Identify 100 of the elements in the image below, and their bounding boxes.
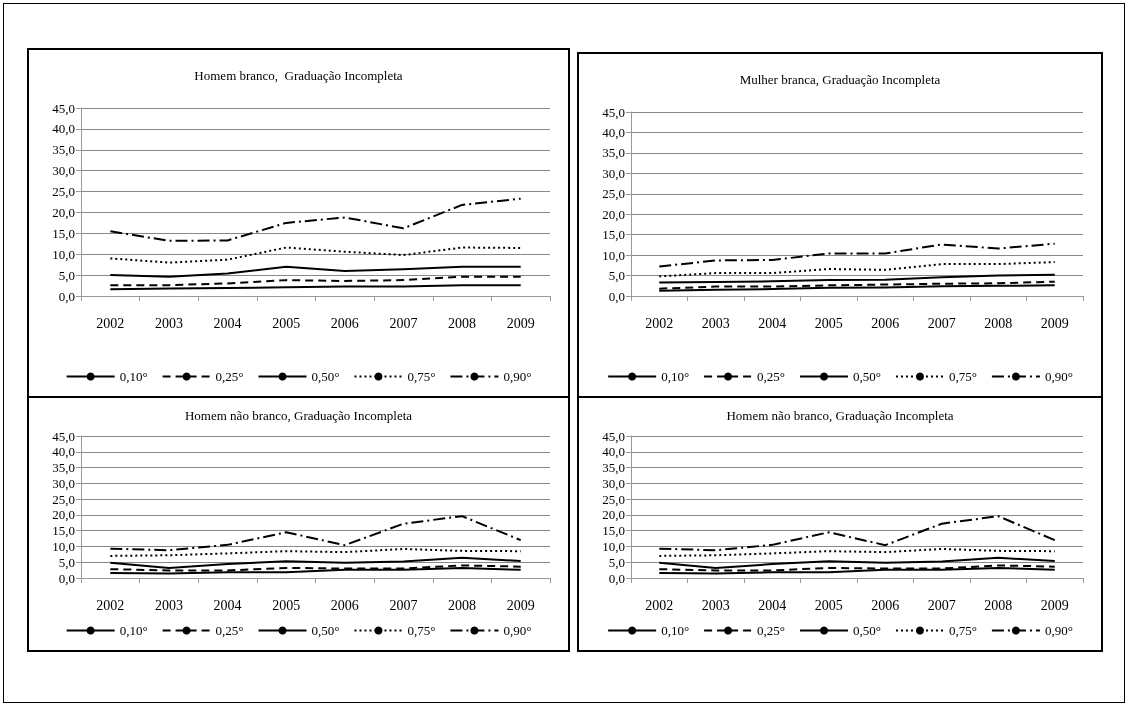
legend-label: 0,50°: [853, 623, 881, 638]
y-tick-label: 10,0: [52, 246, 75, 262]
legend-label: 0,90°: [503, 623, 532, 638]
y-tick-label: 40,0: [602, 124, 625, 140]
y-tick-label: 30,0: [52, 163, 75, 179]
x-tick-label: 2002: [96, 597, 125, 613]
y-tick-label: 5,0: [58, 554, 75, 570]
legend-label: 0,10°: [119, 623, 148, 638]
legend-label: 0,10°: [661, 623, 690, 638]
line-series: [658, 261, 1056, 278]
y-tick-label: 10,0: [602, 538, 625, 554]
y-tick-label: 35,0: [602, 145, 625, 161]
line-series: [109, 275, 522, 287]
y-tick-label: 0,0: [58, 570, 75, 586]
legend-label: 0,75°: [407, 623, 436, 638]
legend-label: 0,25°: [215, 623, 244, 638]
y-tick-label: 20,0: [52, 204, 75, 220]
x-tick-label: 2004: [758, 597, 787, 613]
y-tick-label: 20,0: [602, 507, 625, 523]
y-tick-label: 0,0: [608, 570, 625, 586]
y-tick-label: 20,0: [602, 206, 625, 222]
x-tick-label: 2006: [330, 597, 359, 613]
y-tick-label: 30,0: [602, 475, 625, 491]
line-series: [658, 547, 1056, 557]
x-tick-label: 2006: [871, 315, 900, 331]
legend-label: 0,90°: [503, 369, 532, 384]
legend-label: 0,90°: [1044, 369, 1073, 384]
x-tick-label: 2009: [1040, 315, 1069, 331]
chart-title: Homem branco, Graduação Incompleta: [194, 68, 403, 83]
x-tick-label: 2007: [389, 315, 418, 331]
y-tick-label: 30,0: [602, 165, 625, 181]
x-tick-label: 2003: [154, 315, 183, 331]
y-tick-label: 35,0: [52, 142, 75, 158]
x-tick-label: 2008: [984, 597, 1013, 613]
y-tick-label: 40,0: [52, 121, 75, 137]
x-tick-label: 2002: [96, 315, 125, 331]
x-tick-label: 2007: [927, 597, 956, 613]
x-tick-label: 2003: [701, 315, 730, 331]
legend-label: 0,75°: [407, 369, 436, 384]
y-tick-label: 15,0: [602, 227, 625, 243]
x-tick-label: 2005: [814, 597, 843, 613]
x-tick-label: 2004: [213, 597, 242, 613]
x-tick-label: 2002: [645, 597, 674, 613]
y-tick-label: 30,0: [52, 475, 75, 491]
x-tick-label: 2007: [927, 315, 956, 331]
line-series: [109, 246, 522, 264]
x-tick-label: 2004: [213, 315, 242, 331]
y-tick-label: 5,0: [58, 267, 75, 283]
line-series: [109, 556, 522, 569]
legend-label: 0,25°: [757, 623, 786, 638]
x-tick-label: 2008: [984, 315, 1013, 331]
line-series: [658, 515, 1056, 552]
x-tick-label: 2006: [330, 315, 359, 331]
legend-label: 0,75°: [948, 369, 977, 384]
x-tick-label: 2009: [1040, 597, 1069, 613]
x-tick-label: 2005: [814, 315, 843, 331]
y-tick-label: 45,0: [52, 100, 75, 116]
legend-label: 0,25°: [215, 369, 244, 384]
legend-label: 0,50°: [311, 623, 340, 638]
y-tick-label: 20,0: [52, 507, 75, 523]
line-series: [658, 556, 1056, 569]
chart-title: Mulher branca, Graduação Incompleta: [739, 72, 941, 87]
x-tick-label: 2008: [448, 597, 477, 613]
x-tick-label: 2009: [506, 597, 535, 613]
y-tick-label: 25,0: [52, 491, 75, 507]
y-tick-label: 45,0: [602, 428, 625, 444]
line-series: [109, 547, 522, 557]
y-tick-label: 10,0: [52, 538, 75, 554]
y-tick-label: 35,0: [602, 460, 625, 476]
legend-label: 0,10°: [119, 369, 148, 384]
y-tick-label: 45,0: [52, 428, 75, 444]
y-tick-label: 25,0: [602, 491, 625, 507]
y-tick-label: 40,0: [602, 444, 625, 460]
chart-title: Homem não branco, Graduação Incompleta: [726, 408, 954, 423]
y-tick-label: 5,0: [608, 268, 625, 284]
x-tick-label: 2005: [272, 597, 301, 613]
legend-label: 0,75°: [948, 623, 977, 638]
x-tick-label: 2008: [448, 315, 477, 331]
x-tick-label: 2009: [506, 315, 535, 331]
y-tick-label: 0,0: [608, 288, 625, 304]
y-tick-label: 25,0: [52, 184, 75, 200]
x-tick-label: 2003: [701, 597, 730, 613]
legend-label: 0,10°: [661, 369, 690, 384]
y-tick-label: 40,0: [52, 444, 75, 460]
y-tick-label: 0,0: [58, 288, 75, 304]
y-tick-label: 15,0: [52, 225, 75, 241]
y-tick-label: 45,0: [602, 104, 625, 120]
y-tick-label: 25,0: [602, 186, 625, 202]
legend-label: 0,50°: [311, 369, 340, 384]
y-tick-label: 15,0: [602, 523, 625, 539]
legend-label: 0,90°: [1044, 623, 1073, 638]
chart-title: Homem não branco, Graduação Incompleta: [184, 408, 413, 423]
x-tick-label: 2007: [389, 597, 418, 613]
x-tick-label: 2005: [272, 315, 301, 331]
y-tick-label: 35,0: [52, 460, 75, 476]
line-series: [109, 265, 522, 278]
line-series: [658, 273, 1056, 284]
x-tick-label: 2004: [758, 315, 787, 331]
y-tick-label: 5,0: [608, 554, 625, 570]
line-series: [109, 515, 522, 552]
